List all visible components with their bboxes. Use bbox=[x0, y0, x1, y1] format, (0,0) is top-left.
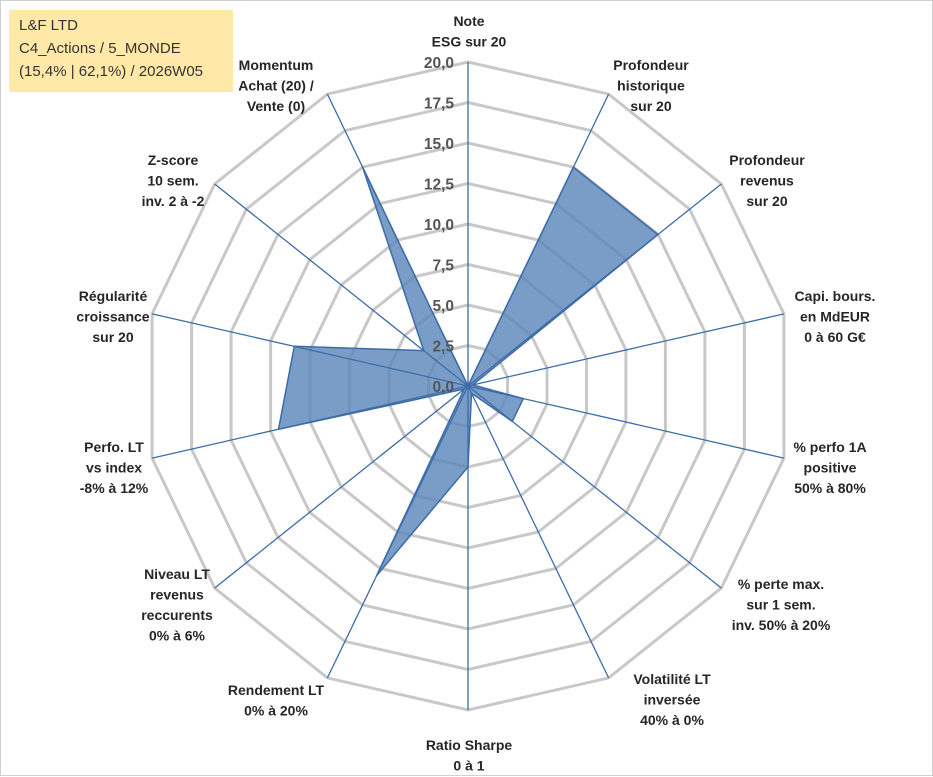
spoke-6 bbox=[467, 385, 610, 679]
spoke-9 bbox=[214, 385, 469, 589]
tick-label: 0,0 bbox=[432, 379, 454, 396]
axis-label-0: Note ESG sur 20 bbox=[432, 13, 507, 50]
spoke-11 bbox=[151, 313, 469, 387]
axis-labels: Note ESG sur 20 Profondeur historique sur 20… bbox=[76, 13, 875, 774]
axis-spokes bbox=[151, 62, 785, 710]
axis-label-11: Régularité croissance sur 20 bbox=[76, 288, 149, 345]
tick-label: 7,5 bbox=[432, 258, 454, 275]
axis-label-5: % perte max. sur 1 sem. inv. 50% à 20% bbox=[732, 576, 831, 633]
tick-label: 20,0 bbox=[424, 55, 454, 72]
spoke-2 bbox=[467, 183, 722, 387]
axis-label-6: Volatilité LT inversée 40% à 0% bbox=[633, 671, 711, 728]
spoke-8 bbox=[326, 385, 469, 679]
axis-label-12: Z-score 10 sem. inv. 2 à -2 bbox=[142, 152, 205, 209]
axis-label-4: % perfo 1A positive 50% à 80% bbox=[793, 439, 866, 496]
tick-label: 5,0 bbox=[432, 298, 454, 315]
axis-label-9: Niveau LT revenus reccurents 0% à 6% bbox=[141, 566, 213, 644]
spoke-12 bbox=[214, 183, 469, 387]
axis-label-1: Profondeur historique sur 20 bbox=[613, 57, 689, 114]
axis-label-3: Capi. bours. en MdEUR 0 à 60 G€ bbox=[795, 288, 876, 345]
axis-label-13: Momentum Achat (20) / Vente (0) bbox=[238, 57, 314, 114]
company-name: L&F LTD bbox=[19, 17, 78, 34]
radial-tick-labels: 0,0 2,5 5,0 7,5 10,0 12,5 15,0 17,5 20,0 bbox=[424, 55, 455, 396]
axis-label-8: Rendement LT 0% à 20% bbox=[228, 682, 325, 719]
spoke-3 bbox=[467, 313, 785, 387]
info-box: L&F LTD C4_Actions / 5_MONDE (15,4% | 62… bbox=[9, 10, 233, 92]
axis-label-7: Ratio Sharpe 0 à 1 bbox=[426, 737, 513, 774]
category-line: C4_Actions / 5_MONDE bbox=[19, 40, 181, 57]
tick-label: 10,0 bbox=[424, 217, 454, 234]
tick-label: 2,5 bbox=[432, 339, 454, 356]
stats-week-line: (15,4% | 62,1%) / 2026W05 bbox=[19, 63, 203, 80]
spoke-13 bbox=[326, 93, 469, 387]
spoke-10 bbox=[151, 385, 469, 459]
tick-label: 15,0 bbox=[424, 136, 454, 153]
tick-label: 12,5 bbox=[424, 177, 455, 194]
axis-label-10: Perfo. LT vs index -8% à 12% bbox=[80, 439, 149, 496]
spoke-4 bbox=[467, 385, 785, 459]
spoke-1 bbox=[467, 93, 610, 387]
spoke-5 bbox=[467, 385, 722, 589]
tick-label: 17,5 bbox=[424, 96, 455, 113]
axis-label-2: Profondeur revenus sur 20 bbox=[729, 152, 805, 209]
